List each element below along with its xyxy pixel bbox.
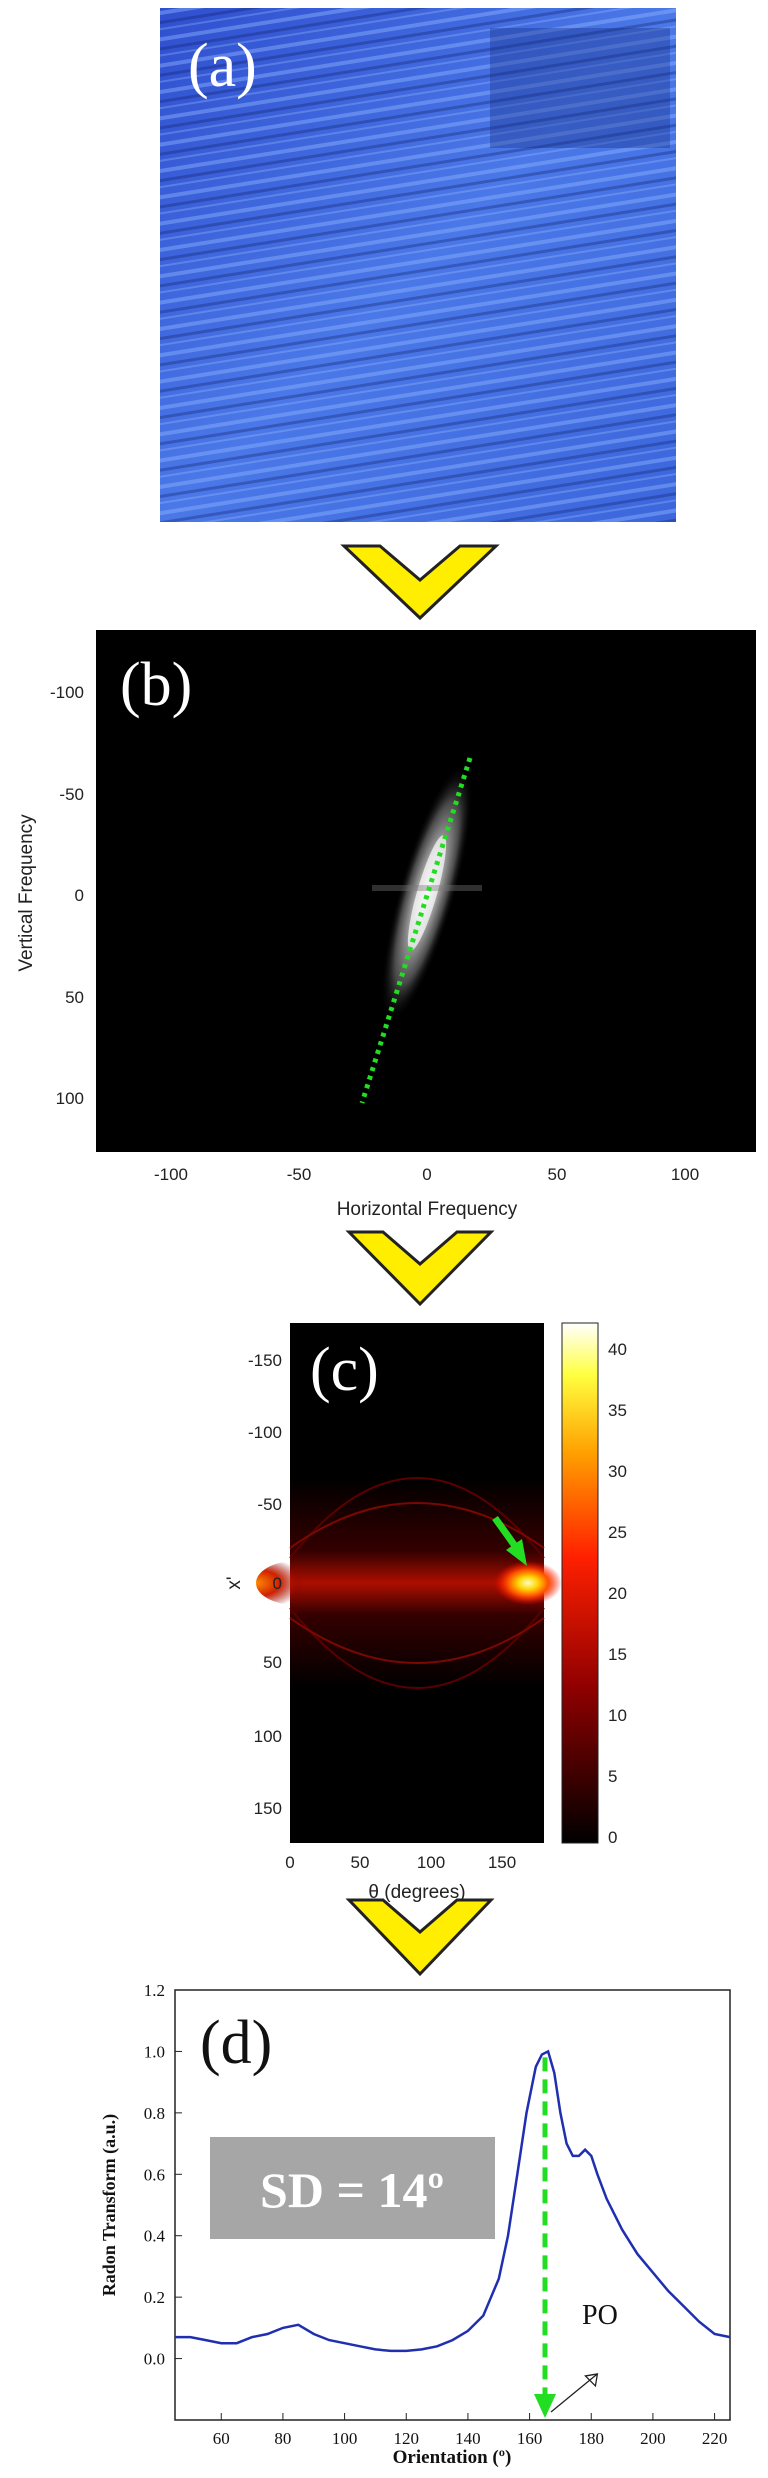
c-ylabel: x' [224,1576,245,1589]
colorbar-tick: 0 [608,1828,617,1847]
colorbar-tick: 35 [608,1401,627,1420]
b-xlabel: Horizontal Frequency [337,1199,518,1220]
y-tick-label: 0.2 [144,2288,165,2307]
colorbar-tick: 40 [608,1340,627,1359]
x-tick-label: 120 [394,2429,420,2448]
y-tick-label: 1.0 [144,2042,165,2061]
peak-arrowhead [534,2394,556,2418]
colorbar-tick: 5 [608,1767,617,1786]
y-tick-label: 0.4 [144,2227,166,2246]
b-xtick: -100 [154,1165,188,1184]
colorbar-tick: 20 [608,1584,627,1603]
panel-a: (a) [160,8,676,522]
po-arrowhead [584,2373,599,2388]
b-ytick: 0 [75,886,84,905]
x-tick-label: 140 [455,2429,481,2448]
c-ytick: -50 [257,1495,282,1514]
d-xlabel: Orientation (º) [393,2447,512,2468]
colorbar-tick: 10 [608,1706,627,1725]
flow-arrow-3 [345,1898,495,1977]
c-peak-arrow [492,1515,518,1549]
x-tick-label: 160 [517,2429,543,2448]
x-tick-label: 200 [640,2429,666,2448]
panel-a-label: (a) [188,32,257,100]
colorbar [561,1322,599,1844]
panel-b: (b) -100 -50 0 50 100 -100 -50 0 50 100 … [0,625,768,1225]
d-ylabel: Radon Transform (a.u.) [99,2114,120,2296]
flow-arrow-2 [345,1230,495,1307]
y-tick-label: 0.8 [144,2104,165,2123]
c-ytick: 50 [263,1653,282,1672]
sd-label: SD = 14º [260,2162,444,2218]
y-tick-label: 0.0 [144,2350,165,2369]
x-tick-label: 180 [579,2429,605,2448]
b-ytick: -100 [50,683,84,702]
b-ytick: 100 [56,1089,84,1108]
radon-profile-chart: 60 80 100 120 140 160 180 200 220 0.0 0.2 0.4 0.6 0.8… [99,1981,731,2468]
fft-spectrum-plot: (b) -100 -50 0 50 100 -100 -50 0 50 100 … [16,630,756,1220]
b-xtick: 50 [548,1165,567,1184]
radon-curve [175,2049,731,2353]
c-xtick: 100 [417,1853,445,1872]
radon-sinogram-plot: (c) -150 -100 -50 0 50 100 150 0 50 100 … [224,1322,627,1903]
c-xtick: 150 [488,1853,516,1872]
x-tick-label: 60 [213,2429,230,2448]
b-xtick: 0 [422,1165,431,1184]
colorbar-tick: 25 [608,1523,627,1542]
fiber-micrograph-image: (a) [160,8,676,522]
c-xtick: 50 [351,1853,370,1872]
b-ylabel: Vertical Frequency [16,814,37,972]
panel-b-label: (b) [120,651,192,719]
panel-c-label: (c) [310,1336,379,1404]
c-ytick: 100 [254,1727,282,1746]
x-tick-label: 80 [274,2429,291,2448]
panel-c: (c) -150 -100 -50 0 50 100 150 0 50 100 … [0,1318,768,1908]
panel-d-label: (d) [200,2009,272,2077]
c-ytick: 0 [273,1574,282,1593]
y-tick-label: 0.6 [144,2165,165,2184]
c-xtick: 0 [285,1853,294,1872]
colorbar-tick: 30 [608,1462,627,1481]
x-tick-label: 100 [332,2429,358,2448]
flow-arrow-1 [340,544,500,621]
y-tick-label: 1.2 [144,1985,165,2000]
b-ytick: -50 [59,785,84,804]
sd-box [210,2137,495,2239]
panel-d: 60 80 100 120 140 160 180 200 220 0.0 0.2 0.4 0.6 0.8… [0,1981,768,2473]
b-ytick: 50 [65,988,84,1007]
c-ytick: -150 [248,1351,282,1370]
fft-orientation-line [359,757,473,1104]
colorbar-tick: 15 [608,1645,627,1664]
x-tick-label: 220 [702,2429,728,2448]
c-ytick: 150 [254,1799,282,1818]
po-label: PO [582,2300,618,2331]
c-xlabel: θ (degrees) [368,1882,465,1903]
c-ytick: -100 [248,1423,282,1442]
b-xtick: -50 [287,1165,312,1184]
b-xtick: 100 [671,1165,699,1184]
